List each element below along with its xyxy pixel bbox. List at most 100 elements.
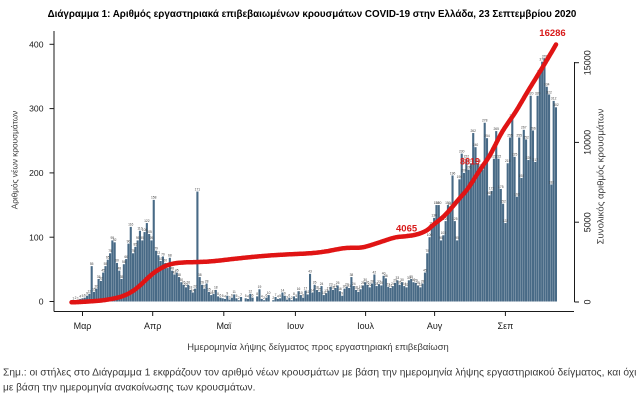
svg-text:2: 2	[238, 296, 240, 300]
svg-text:32: 32	[99, 277, 103, 281]
svg-text:Σημ.: οι στήλες στο Διάγραμμα: Σημ.: οι στήλες στο Διάγραμμα 1 εκφράζου…	[3, 367, 636, 379]
svg-text:6: 6	[302, 293, 304, 297]
svg-text:130: 130	[431, 214, 437, 218]
svg-text:200: 200	[461, 169, 467, 173]
svg-text:2: 2	[291, 296, 293, 300]
svg-text:7: 7	[240, 293, 242, 297]
svg-text:215: 215	[475, 159, 481, 163]
svg-text:267: 267	[521, 126, 527, 130]
svg-text:254: 254	[484, 134, 490, 138]
svg-text:10: 10	[209, 291, 213, 295]
svg-text:26: 26	[313, 281, 317, 285]
svg-text:105: 105	[146, 230, 152, 234]
svg-text:12: 12	[88, 290, 92, 294]
svg-text:με βάση την ημερομηνία ανακοίν: με βάση την ημερομηνία ανακοίνωσης των κ…	[3, 382, 255, 394]
svg-text:20: 20	[202, 284, 206, 288]
svg-text:40: 40	[382, 272, 386, 276]
svg-text:300: 300	[29, 104, 44, 114]
svg-text:6: 6	[219, 293, 221, 297]
svg-text:182: 182	[549, 180, 555, 184]
svg-text:262: 262	[470, 129, 476, 133]
svg-text:6: 6	[84, 293, 86, 297]
svg-text:26: 26	[200, 281, 204, 285]
svg-text:205: 205	[466, 165, 472, 169]
svg-text:6: 6	[288, 293, 290, 297]
svg-text:Ιουν: Ιουν	[287, 321, 304, 331]
svg-text:27: 27	[377, 280, 381, 284]
svg-text:4: 4	[247, 295, 249, 299]
svg-text:42: 42	[373, 270, 377, 274]
svg-text:95: 95	[136, 236, 140, 240]
svg-text:278: 278	[482, 119, 488, 123]
svg-text:14: 14	[310, 288, 314, 292]
svg-text:10000: 10000	[583, 130, 593, 155]
svg-text:320: 320	[528, 92, 534, 96]
svg-text:215: 215	[505, 159, 511, 163]
svg-text:26: 26	[182, 281, 186, 285]
svg-text:10: 10	[267, 291, 271, 295]
svg-text:5: 5	[82, 294, 84, 298]
svg-text:11: 11	[232, 290, 236, 294]
svg-text:312: 312	[551, 97, 557, 101]
svg-text:28: 28	[205, 279, 209, 283]
svg-text:95: 95	[150, 236, 154, 240]
svg-text:72: 72	[157, 251, 161, 255]
svg-text:217: 217	[533, 158, 539, 162]
svg-text:92: 92	[113, 238, 117, 242]
svg-text:10: 10	[322, 291, 326, 295]
svg-text:2: 2	[75, 296, 77, 300]
svg-text:Μαϊ: Μαϊ	[216, 321, 232, 331]
svg-text:70: 70	[161, 252, 165, 256]
svg-text:175: 175	[498, 185, 504, 189]
svg-text:65: 65	[106, 256, 110, 260]
svg-text:35: 35	[97, 275, 101, 279]
svg-text:4: 4	[224, 295, 226, 299]
svg-text:21: 21	[333, 284, 337, 288]
svg-text:302: 302	[553, 103, 559, 107]
svg-text:19: 19	[359, 285, 363, 289]
svg-text:240: 240	[473, 143, 479, 147]
svg-text:172: 172	[489, 187, 495, 191]
svg-text:12: 12	[212, 290, 216, 294]
svg-text:8819: 8819	[460, 157, 480, 167]
svg-text:0: 0	[39, 297, 44, 307]
svg-text:320: 320	[535, 92, 541, 96]
svg-text:171: 171	[195, 187, 201, 191]
svg-text:378: 378	[542, 54, 548, 58]
svg-text:33: 33	[407, 276, 411, 280]
svg-text:100: 100	[427, 233, 433, 237]
svg-text:22: 22	[184, 283, 188, 287]
svg-text:3: 3	[286, 295, 288, 299]
svg-text:24: 24	[320, 282, 324, 286]
svg-text:55: 55	[90, 262, 94, 266]
svg-text:18: 18	[315, 286, 319, 290]
svg-text:17: 17	[327, 286, 331, 290]
svg-text:15: 15	[207, 288, 211, 292]
svg-text:75: 75	[131, 249, 135, 253]
svg-text:163: 163	[514, 192, 520, 196]
svg-text:8: 8	[293, 292, 295, 296]
svg-text:43: 43	[308, 270, 312, 274]
svg-text:18: 18	[331, 286, 335, 290]
svg-text:42: 42	[173, 270, 177, 274]
svg-text:5: 5	[279, 294, 281, 298]
svg-text:30: 30	[412, 278, 416, 282]
svg-text:60: 60	[163, 259, 167, 263]
svg-text:20: 20	[193, 284, 197, 288]
svg-text:192: 192	[519, 174, 525, 178]
svg-text:255: 255	[516, 133, 522, 137]
svg-text:2: 2	[272, 296, 274, 300]
svg-text:9: 9	[341, 292, 343, 296]
svg-text:26: 26	[186, 281, 190, 285]
svg-text:265: 265	[493, 127, 499, 131]
svg-text:103: 103	[441, 231, 447, 235]
svg-text:122: 122	[144, 219, 150, 223]
svg-text:68: 68	[168, 254, 172, 258]
svg-text:148: 148	[447, 202, 453, 206]
svg-text:35: 35	[409, 275, 413, 279]
svg-text:21: 21	[389, 284, 393, 288]
svg-text:322: 322	[546, 90, 552, 94]
svg-text:60: 60	[115, 259, 119, 263]
svg-text:48: 48	[170, 266, 174, 270]
svg-text:Σεπ: Σεπ	[498, 321, 514, 331]
